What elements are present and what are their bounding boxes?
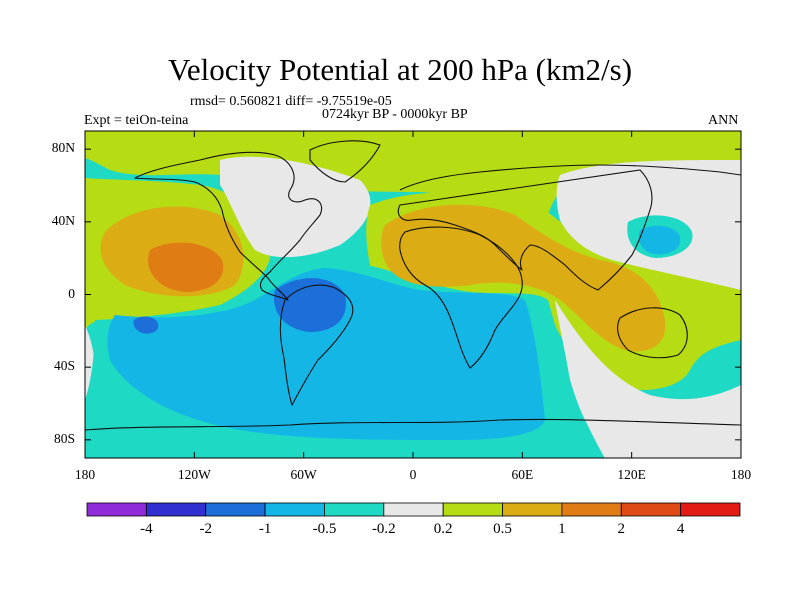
- colorbar-swatch: [205, 502, 266, 517]
- colorbar-label: 4: [676, 521, 685, 537]
- north-america-coast: [134, 151, 323, 301]
- africa-asia-positive-core: [381, 204, 666, 352]
- colorbar-label: -1: [258, 521, 272, 537]
- x-tick-label: 60W: [290, 467, 317, 482]
- y-tick-label: 40N: [51, 212, 75, 228]
- colorbar: [86, 502, 741, 517]
- colorbar-label: 0.2: [433, 521, 453, 537]
- antarctica-coast: [85, 418, 741, 431]
- x-tick-label: 180: [74, 467, 96, 482]
- greenland-coast: [309, 140, 381, 183]
- colorbar-swatch: [502, 502, 563, 517]
- y-tick-label: 0: [68, 285, 75, 301]
- colorbar-label: -0.2: [371, 521, 396, 537]
- colorbar-label: 0.5: [493, 521, 512, 537]
- coastlines: [85, 140, 741, 431]
- experiment-label: Expt = teiOn-teina: [84, 113, 189, 128]
- strong-negative-center: [274, 278, 346, 332]
- colorbar-label: -2: [199, 521, 212, 537]
- plot-title: Velocity Potential at 200 hPa (km2/s): [167, 52, 633, 87]
- colorbar-swatch: [264, 502, 325, 517]
- africa-coast: [399, 226, 523, 369]
- japan-negative-core: [638, 225, 681, 255]
- y-tick-label: 80S: [53, 430, 75, 446]
- colorbar-swatch: [145, 502, 207, 517]
- south-america-coast: [279, 284, 354, 406]
- colorbar-label: -4: [140, 521, 153, 537]
- south-indian-neutral-region: [555, 300, 741, 458]
- australia-coast: [617, 307, 688, 359]
- eurasia-coast: [397, 164, 741, 291]
- central-pacific-negative-spot: [133, 316, 159, 334]
- colorbar-swatch: [383, 502, 444, 517]
- x-axis-ticks: [84, 131, 742, 458]
- colorbar-label: -0.5: [312, 521, 337, 537]
- y-tick-label: 80N: [51, 140, 75, 156]
- x-tick-label: 120E: [617, 467, 646, 482]
- colorbar-swatch: [680, 502, 741, 517]
- colorbar-label: 1: [558, 521, 566, 537]
- pacific-strong-positive-center: [148, 242, 224, 292]
- colorbar-label: 2: [617, 521, 626, 537]
- season-label: ANN: [708, 113, 739, 128]
- colorbar-swatch: [86, 502, 147, 517]
- colorbar-swatch: [324, 502, 385, 517]
- x-tick-label: 180: [730, 467, 752, 482]
- rmsd-diff-stats: rmsd= 0.560821 diff= -9.75519e-05: [190, 94, 392, 109]
- colorbar-swatch: [561, 502, 622, 517]
- northern-positive-band: [85, 131, 741, 225]
- colorbar-swatch: [620, 502, 682, 517]
- x-tick-label: 60E: [511, 467, 534, 482]
- x-tick-label: 0: [409, 467, 417, 482]
- y-axis-ticks: [85, 148, 741, 441]
- x-tick-label: 120W: [177, 467, 211, 482]
- north-america-neutral-region: [220, 156, 371, 258]
- velocity-potential-field: [85, 131, 741, 458]
- colorbar-swatch: [442, 502, 503, 517]
- y-tick-label: 40S: [53, 358, 75, 374]
- time-period-label: 0724kyr BP - 0000kyr BP: [322, 107, 468, 122]
- south-america-negative-core: [107, 268, 546, 440]
